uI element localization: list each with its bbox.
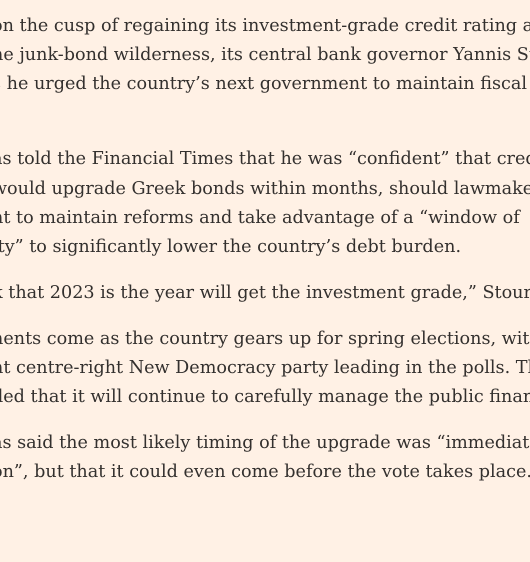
text-line: nents come as the country gears up for s… (0, 328, 530, 349)
text-line: he junk-bond wilderness, its central ban… (0, 45, 530, 66)
article-body: on the cusp of regaining its investment-… (0, 12, 530, 504)
paragraph-2: as told the Financial Times that he was … (0, 145, 530, 262)
text-line: as said the most likely timing of the up… (0, 432, 530, 453)
text-line: k that 2023 is the year will get the inv… (0, 282, 530, 303)
text-line: on the cusp of regaining its investment-… (0, 16, 530, 36)
text-line: nt centre-right New Democracy party lead… (0, 357, 530, 378)
paragraph-5: as said the most likely timing of the up… (0, 429, 530, 487)
text-line: ity” to significantly lower the country’… (0, 237, 462, 258)
text-line: lled that it will continue to carefully … (0, 387, 530, 408)
paragraph-4: nents come as the country gears up for s… (0, 325, 530, 413)
text-line: s he urged the country’s next government… (0, 74, 527, 95)
text-line: . (0, 100, 530, 129)
text-line: as told the Financial Times that he was … (0, 149, 530, 170)
text-line: on”, but that it could even come before … (0, 462, 530, 483)
paragraph-1: on the cusp of regaining its investment-… (0, 12, 530, 129)
text-line: nt to maintain reforms and take advantag… (0, 207, 520, 228)
paragraph-3: k that 2023 is the year will get the inv… (0, 279, 530, 308)
text-line: would upgrade Greek bonds within months,… (0, 178, 530, 199)
